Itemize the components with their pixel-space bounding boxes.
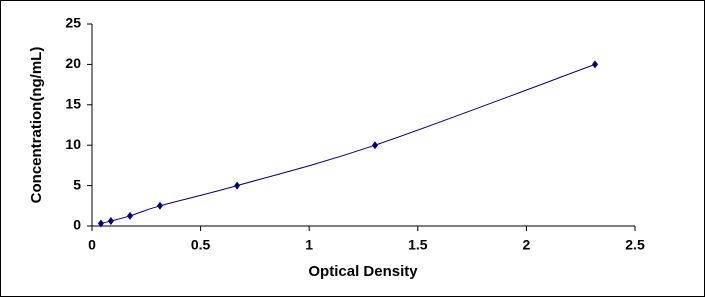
data-point xyxy=(127,211,134,220)
y-tick-label: 15 xyxy=(65,96,81,112)
x-tick-label: 0.5 xyxy=(191,237,211,253)
x-tick-label: 1.5 xyxy=(408,237,428,253)
data-point xyxy=(107,216,114,225)
y-tick-label: 10 xyxy=(65,136,81,152)
y-tick-label: 25 xyxy=(65,15,81,31)
y-tick-label: 5 xyxy=(73,176,81,192)
y-axis-title: Concentration(ng/mL) xyxy=(28,47,45,204)
data-point xyxy=(234,181,241,190)
data-point xyxy=(592,60,599,69)
x-axis-title: Optical Density xyxy=(308,263,418,280)
x-tick-label: 2.5 xyxy=(625,237,645,253)
x-tick-label: 0 xyxy=(88,237,96,253)
data-point xyxy=(156,201,163,210)
x-tick-label: 2 xyxy=(523,237,531,253)
x-tick-label: 1 xyxy=(305,237,313,253)
data-point xyxy=(97,219,104,228)
y-tick-label: 20 xyxy=(65,55,81,71)
data-point xyxy=(372,141,379,150)
y-tick-label: 0 xyxy=(73,217,81,233)
